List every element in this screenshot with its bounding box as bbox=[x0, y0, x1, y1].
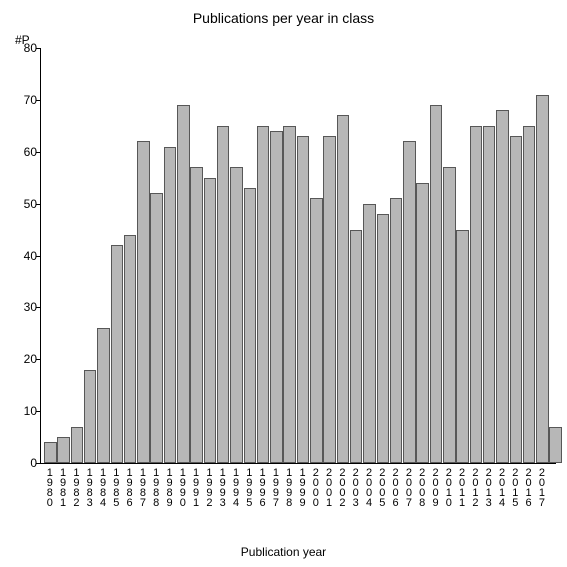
x-tick-label: 2014 bbox=[496, 467, 507, 507]
x-tick-label: 2017 bbox=[536, 467, 547, 507]
x-tick-label: 1999 bbox=[297, 467, 308, 507]
x-tick-label: 2016 bbox=[523, 467, 534, 507]
x-tick-label: 1981 bbox=[57, 467, 68, 507]
y-tick-label: 10 bbox=[12, 404, 37, 418]
bar bbox=[111, 245, 124, 463]
bar bbox=[323, 136, 336, 463]
x-tick-label: 1985 bbox=[110, 467, 121, 507]
x-tick-label: 2012 bbox=[469, 467, 480, 507]
x-tick-label: 2001 bbox=[323, 467, 334, 507]
y-tick-label: 40 bbox=[12, 249, 37, 263]
x-tick-label: 1989 bbox=[164, 467, 175, 507]
bar bbox=[496, 110, 509, 463]
bar bbox=[244, 188, 257, 463]
bar bbox=[204, 178, 217, 463]
x-tick-label: 1984 bbox=[97, 467, 108, 507]
x-tick-label: 1988 bbox=[150, 467, 161, 507]
y-tick bbox=[36, 307, 40, 308]
plot-area bbox=[40, 48, 556, 464]
bar bbox=[350, 230, 363, 463]
x-tick-label: 2008 bbox=[416, 467, 427, 507]
bar bbox=[403, 141, 416, 463]
bar bbox=[536, 95, 549, 463]
bar bbox=[443, 167, 456, 463]
bar bbox=[310, 198, 323, 463]
bar bbox=[177, 105, 190, 463]
y-tick bbox=[36, 411, 40, 412]
chart-container: Publications per year in class #P Public… bbox=[0, 0, 567, 567]
bar bbox=[57, 437, 70, 463]
y-tick-label: 30 bbox=[12, 300, 37, 314]
x-tick-label: 1982 bbox=[70, 467, 81, 507]
x-tick-label: 2005 bbox=[376, 467, 387, 507]
x-tick-label: 1983 bbox=[84, 467, 95, 507]
bar bbox=[150, 193, 163, 463]
x-tick-label: 1992 bbox=[203, 467, 214, 507]
x-tick-label: 1987 bbox=[137, 467, 148, 507]
x-tick-label: 2002 bbox=[336, 467, 347, 507]
y-tick-label: 50 bbox=[12, 197, 37, 211]
x-tick-label: 2000 bbox=[310, 467, 321, 507]
y-tick bbox=[36, 100, 40, 101]
bar bbox=[390, 198, 403, 463]
bar bbox=[44, 442, 57, 463]
bar bbox=[217, 126, 230, 463]
y-tick bbox=[36, 204, 40, 205]
x-tick-label: 1986 bbox=[124, 467, 135, 507]
chart-title: Publications per year in class bbox=[0, 10, 567, 26]
bar bbox=[297, 136, 310, 463]
bar bbox=[71, 427, 84, 463]
bar bbox=[97, 328, 110, 463]
y-tick-label: 0 bbox=[12, 456, 37, 470]
bar bbox=[470, 126, 483, 463]
x-tick-label: 1991 bbox=[190, 467, 201, 507]
bar bbox=[270, 131, 283, 463]
x-tick-label: 1997 bbox=[270, 467, 281, 507]
bar bbox=[483, 126, 496, 463]
bar bbox=[124, 235, 137, 463]
bar bbox=[430, 105, 443, 463]
x-tick-label: 1990 bbox=[177, 467, 188, 507]
x-tick-label: 1993 bbox=[217, 467, 228, 507]
y-tick bbox=[36, 359, 40, 360]
x-axis-label: Publication year bbox=[0, 545, 567, 559]
x-tick-label: 1995 bbox=[243, 467, 254, 507]
y-tick-label: 70 bbox=[12, 93, 37, 107]
y-tick-label: 80 bbox=[12, 41, 37, 55]
bar bbox=[283, 126, 296, 463]
bar bbox=[363, 204, 376, 463]
y-tick bbox=[36, 463, 40, 464]
x-tick-label: 2009 bbox=[430, 467, 441, 507]
bar bbox=[230, 167, 243, 463]
bar bbox=[257, 126, 270, 463]
y-tick-label: 20 bbox=[12, 352, 37, 366]
x-tick-label: 1980 bbox=[44, 467, 55, 507]
bar bbox=[416, 183, 429, 463]
x-tick-label: 1998 bbox=[283, 467, 294, 507]
x-tick-label: 2015 bbox=[509, 467, 520, 507]
x-tick-label: 2004 bbox=[363, 467, 374, 507]
bar bbox=[456, 230, 469, 463]
bar bbox=[164, 147, 177, 463]
bar bbox=[523, 126, 536, 463]
x-tick-label: 2003 bbox=[350, 467, 361, 507]
y-tick bbox=[36, 152, 40, 153]
x-tick-label: 1996 bbox=[257, 467, 268, 507]
x-tick-label: 2011 bbox=[456, 467, 467, 507]
x-tick-label: 2006 bbox=[390, 467, 401, 507]
x-tick-label: 2010 bbox=[443, 467, 454, 507]
bar bbox=[84, 370, 97, 463]
y-tick-label: 60 bbox=[12, 145, 37, 159]
bar bbox=[137, 141, 150, 463]
bar bbox=[549, 427, 562, 463]
y-tick bbox=[36, 256, 40, 257]
bar bbox=[510, 136, 523, 463]
x-tick-label: 2007 bbox=[403, 467, 414, 507]
bar bbox=[377, 214, 390, 463]
bar bbox=[337, 115, 350, 463]
x-tick-label: 2013 bbox=[483, 467, 494, 507]
bar bbox=[190, 167, 203, 463]
y-tick bbox=[36, 48, 40, 49]
x-tick-label: 1994 bbox=[230, 467, 241, 507]
